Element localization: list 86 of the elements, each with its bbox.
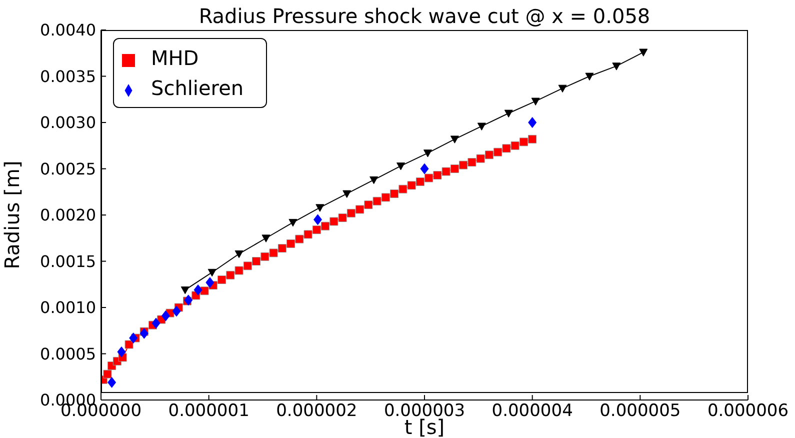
y-axis-title: Radius [m] bbox=[0, 160, 24, 270]
point bbox=[304, 230, 312, 239]
point bbox=[370, 176, 378, 184]
point bbox=[278, 244, 286, 253]
point bbox=[286, 239, 296, 248]
point bbox=[342, 190, 352, 198]
y-tick-label: 0.0025 bbox=[40, 159, 96, 178]
point bbox=[612, 62, 621, 70]
point bbox=[420, 163, 429, 174]
legend-label: Schlieren bbox=[151, 76, 244, 100]
x-tick-label: 0.000002 bbox=[276, 401, 358, 422]
y-tick-label: 0.0030 bbox=[40, 113, 96, 132]
point bbox=[194, 284, 202, 296]
point bbox=[161, 310, 170, 322]
point bbox=[313, 214, 322, 226]
point bbox=[531, 98, 540, 106]
point bbox=[416, 177, 424, 186]
point bbox=[519, 138, 528, 146]
point bbox=[450, 136, 459, 144]
point bbox=[152, 318, 160, 329]
point bbox=[206, 277, 214, 288]
point bbox=[424, 174, 434, 182]
point bbox=[262, 234, 270, 242]
point bbox=[639, 48, 648, 56]
point bbox=[200, 286, 209, 296]
point bbox=[172, 306, 181, 317]
point bbox=[269, 248, 278, 258]
point bbox=[423, 150, 432, 158]
y-tick-label: 0.0010 bbox=[40, 298, 96, 318]
point bbox=[330, 217, 338, 226]
point bbox=[364, 200, 373, 210]
point bbox=[476, 154, 485, 163]
point bbox=[398, 184, 408, 194]
point bbox=[243, 262, 252, 270]
point bbox=[390, 189, 399, 198]
chart-title: Radius Pressure shock wave cut @ x = 0.058 bbox=[198, 4, 652, 28]
point bbox=[558, 84, 567, 93]
point bbox=[295, 234, 304, 244]
y-tick-label: 0.0015 bbox=[40, 252, 96, 271]
point bbox=[338, 214, 347, 222]
point bbox=[103, 370, 112, 378]
point bbox=[484, 150, 494, 160]
y-tick-label: 0.0040 bbox=[40, 20, 96, 40]
point bbox=[504, 110, 513, 118]
point bbox=[117, 346, 126, 358]
point bbox=[346, 208, 356, 218]
point bbox=[180, 286, 190, 294]
point bbox=[226, 270, 235, 280]
point bbox=[356, 205, 364, 214]
point bbox=[396, 162, 406, 170]
point bbox=[234, 250, 244, 258]
point bbox=[316, 204, 324, 212]
point bbox=[260, 252, 270, 261]
y-tick-label: 0.0035 bbox=[40, 66, 96, 86]
point bbox=[312, 226, 321, 234]
x-tick-label: 0.000005 bbox=[600, 401, 681, 422]
point bbox=[502, 144, 511, 153]
point bbox=[234, 266, 244, 275]
y-tick-label: 0.0005 bbox=[40, 344, 96, 364]
point bbox=[494, 148, 502, 156]
point bbox=[442, 167, 450, 176]
x-tick-label: 0.000004 bbox=[492, 401, 573, 422]
point bbox=[433, 170, 442, 180]
x-tick-label: 0.000001 bbox=[168, 401, 250, 422]
point bbox=[288, 218, 298, 227]
point bbox=[218, 276, 226, 284]
point bbox=[459, 160, 468, 170]
point bbox=[528, 134, 537, 144]
point bbox=[450, 164, 459, 173]
point bbox=[372, 196, 382, 206]
point bbox=[477, 122, 486, 130]
point bbox=[140, 328, 148, 339]
point bbox=[321, 222, 330, 230]
point bbox=[407, 181, 416, 190]
legend-label: MHD bbox=[151, 46, 199, 70]
point bbox=[528, 117, 537, 128]
point bbox=[208, 268, 216, 277]
x-tick-label: 0.000006 bbox=[707, 401, 789, 422]
point bbox=[108, 376, 116, 388]
point bbox=[252, 257, 261, 266]
point bbox=[510, 141, 520, 150]
point bbox=[468, 158, 476, 167]
point bbox=[381, 193, 390, 202]
point bbox=[124, 340, 134, 349]
point bbox=[585, 72, 594, 80]
y-tick-label: 0.0020 bbox=[40, 206, 96, 225]
